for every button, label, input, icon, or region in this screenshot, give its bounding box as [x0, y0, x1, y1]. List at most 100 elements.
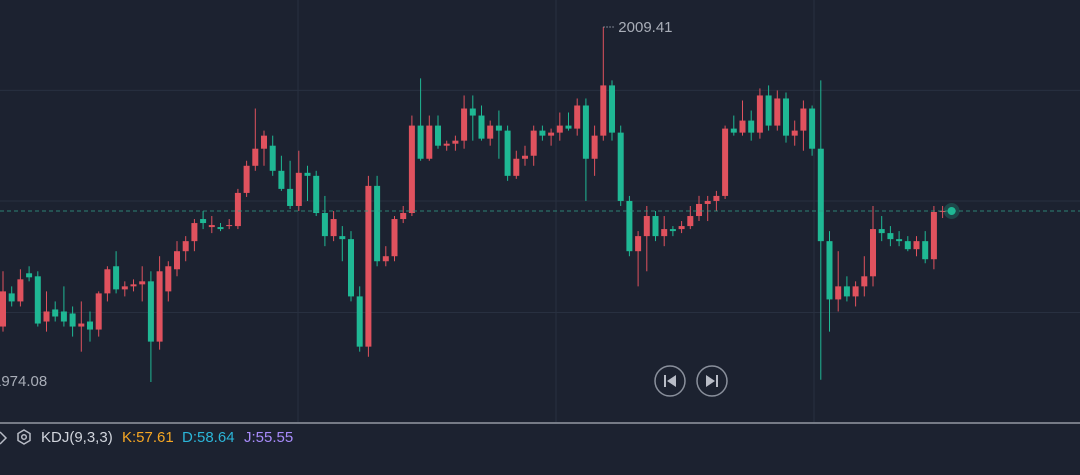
- next-button-ring[interactable]: [696, 365, 728, 397]
- candle-body: [600, 85, 607, 136]
- candle-body: [130, 284, 137, 287]
- candle-body: [208, 225, 215, 228]
- candle-body: [374, 185, 381, 262]
- candle-body: [791, 130, 798, 136]
- candle-body: [669, 229, 676, 232]
- candle-body: [295, 172, 302, 206]
- candle-body: [87, 321, 93, 330]
- candle-body: [174, 251, 180, 270]
- candle-body: [687, 216, 694, 227]
- candle-body: [426, 125, 433, 159]
- candle-body: [139, 281, 146, 285]
- candle-body: [704, 200, 711, 204]
- candle-body: [365, 185, 372, 347]
- candle-body: [913, 241, 920, 250]
- candle-body: [261, 135, 267, 149]
- candle-body: [930, 212, 937, 260]
- candle-body: [756, 95, 763, 133]
- candle-body: [391, 219, 398, 257]
- candle-body: [783, 98, 789, 136]
- candle-body: [800, 108, 807, 131]
- candle-body: [548, 132, 555, 136]
- candle-body: [878, 229, 885, 234]
- candle-body: [861, 276, 868, 287]
- candle-body: [278, 170, 285, 189]
- candle-body: [435, 125, 441, 146]
- candle-body: [469, 108, 476, 116]
- high-label: 2009.41: [618, 19, 672, 36]
- candle-body: [269, 145, 276, 171]
- candle-body: [939, 211, 946, 213]
- candle-body: [400, 213, 407, 220]
- candle-body: [748, 120, 755, 133]
- collapse-icon[interactable]: [0, 431, 8, 445]
- prev-icon-arrow: [667, 375, 676, 387]
- candle-body: [626, 200, 633, 252]
- candle-body: [870, 229, 876, 277]
- candle-body: [582, 105, 589, 159]
- candle-body: [495, 125, 502, 131]
- candle-body: [591, 135, 598, 159]
- candle-body: [182, 241, 189, 252]
- candle-body: [252, 148, 259, 166]
- next-button[interactable]: [696, 365, 728, 397]
- candle-body: [843, 286, 850, 297]
- candle-body: [652, 216, 659, 237]
- candle-body: [52, 309, 59, 317]
- candle-body: [8, 293, 15, 302]
- prev-button-ring[interactable]: [654, 365, 686, 397]
- candle-body: [478, 115, 485, 139]
- settings-icon[interactable]: [17, 429, 31, 445]
- candle-body: [26, 273, 33, 278]
- candle-body: [60, 311, 67, 322]
- candle-body: [121, 286, 128, 290]
- candle-body: [287, 188, 294, 206]
- candle-body: [661, 229, 668, 237]
- candle-body: [461, 108, 468, 141]
- candle-body: [417, 125, 424, 159]
- candle-body: [617, 132, 624, 201]
- prev-button[interactable]: [654, 365, 686, 397]
- candle-body: [809, 108, 816, 149]
- candle-body: [313, 175, 320, 214]
- candle-body: [234, 192, 241, 227]
- candle-body: [852, 286, 859, 297]
- candle-body: [78, 323, 85, 327]
- candle-body: [348, 239, 354, 297]
- prev-icon-bar: [664, 375, 666, 387]
- indicator-k: K:57.61: [122, 429, 174, 446]
- last-price-dot: [947, 207, 956, 215]
- candle-body: [887, 233, 894, 240]
- candle-body: [356, 296, 363, 347]
- candle-body: [104, 269, 111, 294]
- candle-body: [835, 286, 842, 300]
- candle-body: [539, 130, 546, 136]
- candle-body: [574, 105, 581, 129]
- indicator-d: D:58.64: [182, 429, 235, 446]
- candle-body: [696, 203, 702, 217]
- candle-body: [191, 223, 198, 242]
- next-icon-bar: [716, 375, 718, 387]
- candle-body: [339, 236, 346, 240]
- candle-body: [565, 125, 572, 129]
- candle-body: [69, 313, 76, 327]
- candle-body: [147, 281, 154, 342]
- candle-body: [922, 241, 929, 260]
- candle-body: [643, 216, 650, 237]
- indicator-label: KDJ(9,3,3): [41, 429, 113, 446]
- settings-icon-hex[interactable]: [17, 429, 31, 445]
- candle-body: [504, 130, 511, 176]
- candle-body: [243, 165, 250, 193]
- candle-body: [321, 213, 328, 237]
- candle-body: [113, 266, 120, 290]
- candle-body: [765, 95, 772, 126]
- candles: [0, 27, 946, 383]
- candle-body: [522, 155, 528, 159]
- candle-body: [95, 293, 102, 330]
- candle-body: [0, 291, 6, 327]
